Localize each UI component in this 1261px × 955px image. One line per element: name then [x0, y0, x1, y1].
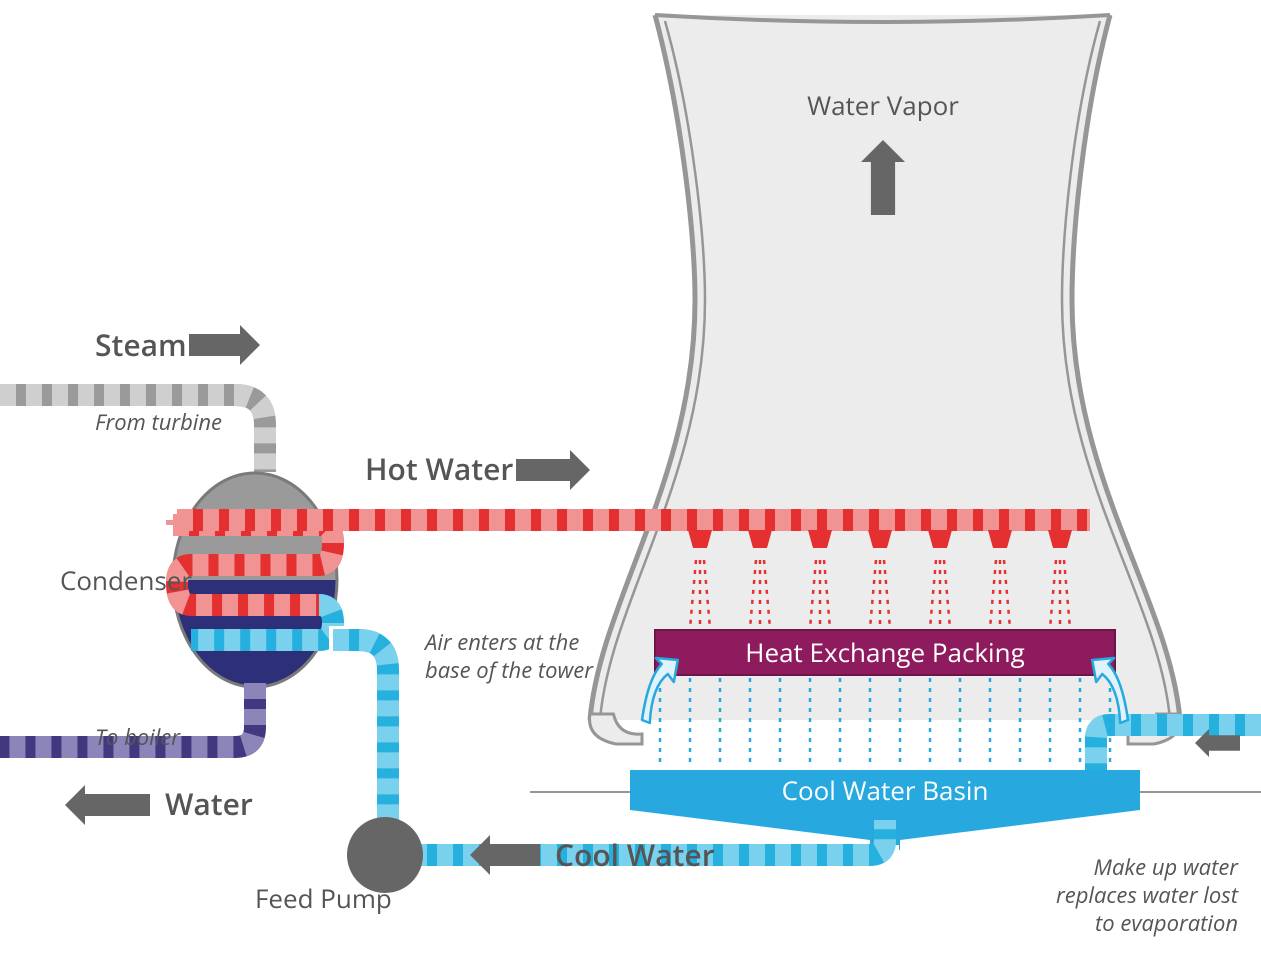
- condenser-label: Condenser: [60, 562, 192, 598]
- air-enters-label-1: Air enters at the: [423, 627, 579, 657]
- cool-water-arrow-icon: [470, 835, 540, 875]
- to-boiler-label: To boiler: [95, 722, 181, 752]
- makeup-label-2: replaces water lost: [1056, 880, 1239, 910]
- hot-water-arrow-icon: [516, 450, 590, 490]
- cool-water-label: Cool Water: [555, 834, 715, 875]
- air-enters-label-2: base of the tower: [425, 655, 594, 685]
- water-vapor-label: Water Vapor: [807, 87, 959, 123]
- from-turbine-label: From turbine: [95, 407, 222, 437]
- steam-label: Steam: [95, 324, 187, 365]
- steam-arrow-icon: [189, 325, 260, 365]
- hot-water-label: Hot Water: [365, 448, 513, 489]
- basin-label: Cool Water Basin: [782, 772, 989, 808]
- heat-pack-label: Heat Exchange Packing: [745, 634, 1024, 670]
- makeup-label-3: to evaporation: [1095, 908, 1238, 938]
- makeup-label-1: Make up water: [1094, 852, 1240, 882]
- feed-pump-label: Feed Pump: [255, 880, 392, 916]
- water-out-label: Water: [165, 783, 253, 824]
- cooling-tower-diagram: Water Vapor Steam From turbine Hot Water Con…: [0, 0, 1261, 955]
- water-out-arrow-icon: [65, 785, 150, 825]
